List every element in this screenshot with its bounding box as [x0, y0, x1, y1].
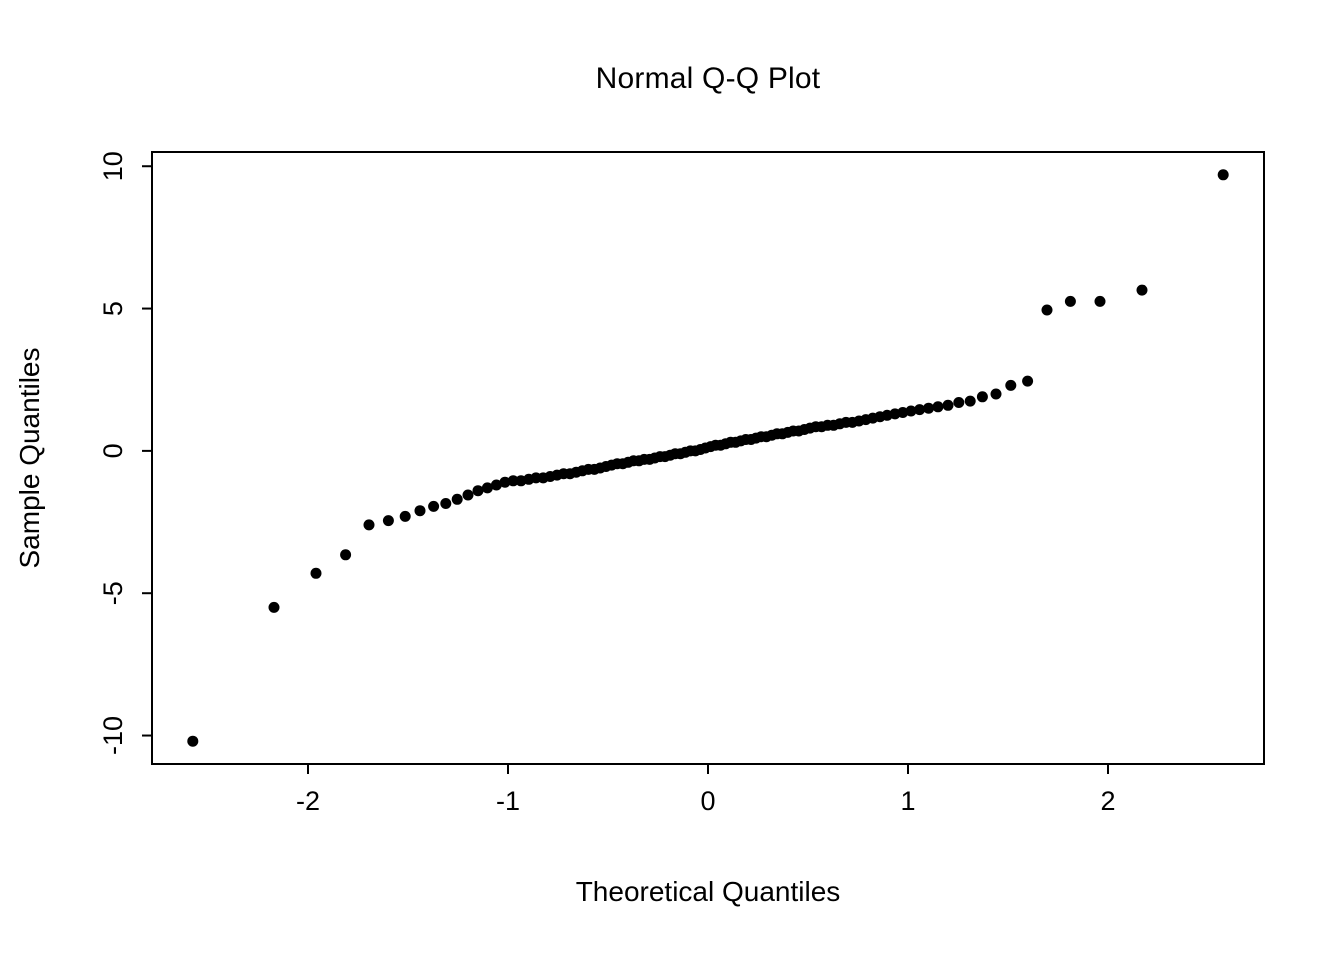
data-point: [942, 399, 954, 411]
data-point: [932, 401, 944, 413]
data-point: [953, 397, 965, 408]
data-point: [914, 404, 926, 416]
y-tick-label: -10: [98, 716, 128, 755]
data-point: [923, 402, 935, 414]
data-point: [268, 601, 280, 613]
y-tick-label: 10: [98, 151, 128, 181]
data-point: [990, 388, 1002, 400]
data-point: [499, 476, 511, 488]
data-point: [428, 500, 440, 512]
plot-box: [151, 151, 1265, 765]
y-axis-label: Sample Quantiles: [14, 347, 45, 569]
data-point: [1136, 284, 1148, 296]
y-tick-label: 5: [98, 301, 128, 316]
data-point: [440, 498, 452, 509]
y-tick-label: 0: [98, 443, 128, 458]
data-point: [905, 405, 917, 417]
data-point: [1094, 295, 1106, 307]
data-point: [1005, 379, 1017, 391]
y-tick-label: -5: [98, 581, 128, 605]
data-point: [340, 549, 352, 561]
data-point: [1217, 169, 1229, 181]
chart-title: Normal Q-Q Plot: [595, 62, 821, 95]
data-point: [976, 391, 988, 403]
data-point: [481, 482, 493, 494]
x-tick-label: 2: [1100, 786, 1115, 816]
data-point: [507, 475, 519, 487]
data-point: [187, 735, 199, 747]
data-point: [1041, 304, 1053, 316]
data-point: [964, 395, 976, 407]
data-point: [399, 510, 411, 522]
data-point: [414, 505, 426, 517]
x-tick-label: -1: [496, 786, 520, 816]
data-point: [363, 519, 375, 531]
data-point: [462, 489, 474, 501]
data-point: [490, 479, 502, 491]
data-points: [187, 169, 1229, 747]
x-axis-label: Theoretical Quantiles: [575, 876, 841, 907]
x-tick-label: 0: [700, 786, 715, 816]
x-tick-label: 1: [900, 786, 915, 816]
data-point: [310, 567, 322, 579]
x-tick-label: -2: [296, 786, 320, 816]
data-point: [472, 485, 484, 497]
data-point: [382, 515, 394, 527]
data-point: [451, 493, 463, 505]
data-point: [1064, 295, 1076, 307]
data-point: [897, 407, 909, 418]
data-point: [1022, 375, 1034, 387]
